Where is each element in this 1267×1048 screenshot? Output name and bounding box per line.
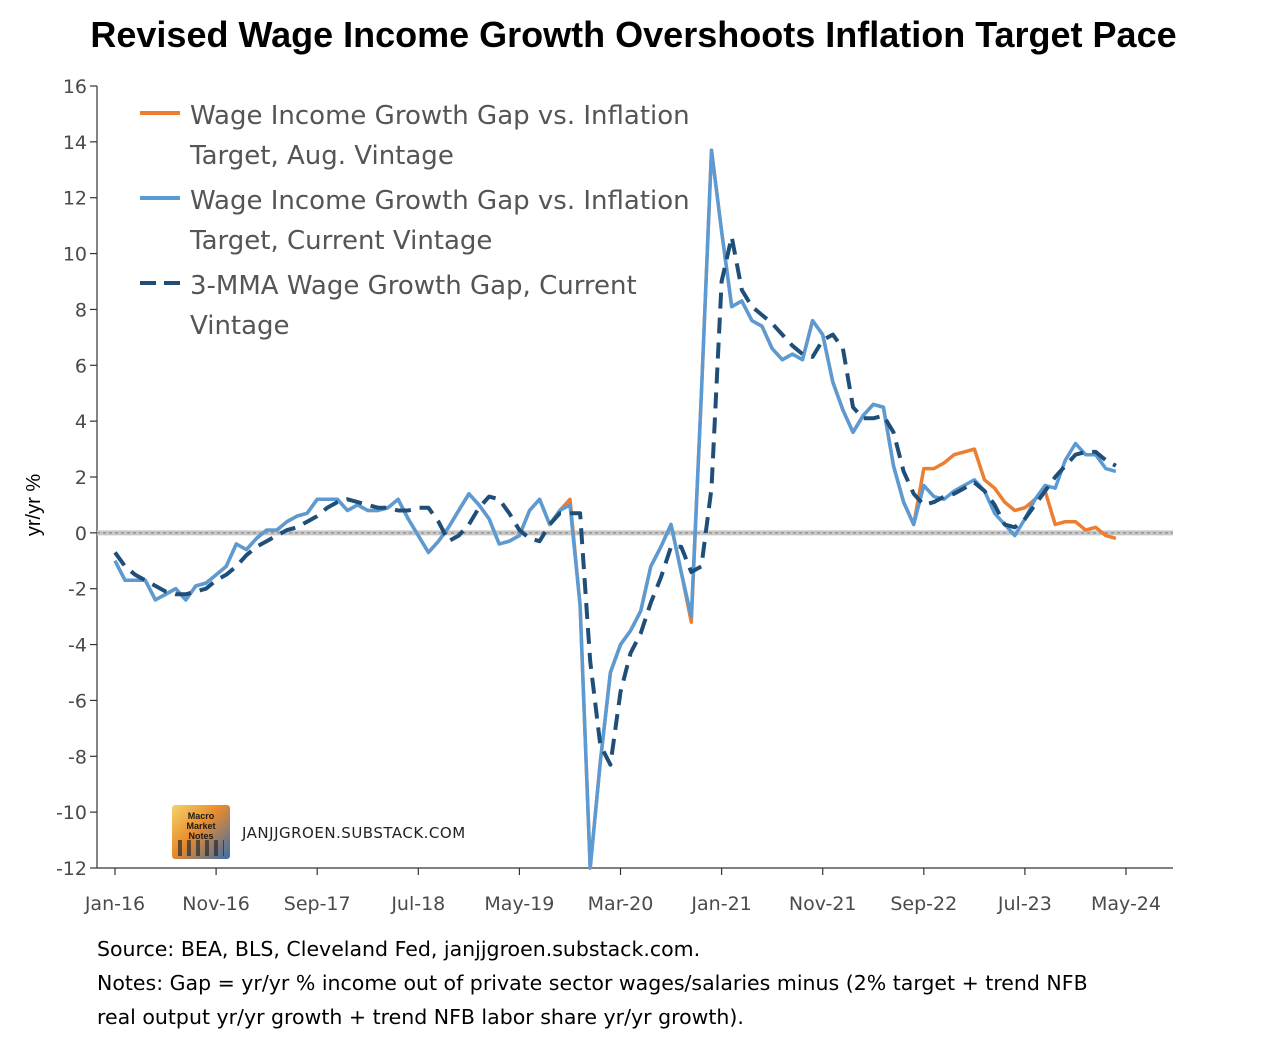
notes-line-1: Notes: Gap = yr/yr % income out of priva… [97,971,1088,995]
series-aug-vintage [113,148,1117,870]
notes-line-2: real output yr/yr growth + trend NFB lab… [97,1005,744,1029]
y-tick-label: 16 [63,76,87,98]
x-tick-label: Mar-20 [588,893,654,915]
y-tick-label: 6 [75,355,87,377]
x-tick-label: Jul-23 [997,893,1052,915]
y-tick-label: 8 [75,299,87,321]
x-axis: Jan-16 Nov-16 Sep-17 Jul-18 May-19 Mar-20 Jan-… [84,867,1173,915]
y-tick-label: 4 [75,411,87,433]
legend-label-3: 3-MMA Wage Growth Gap, Current [190,271,637,301]
y-axis-label: yr/yr % [23,474,45,536]
legend-label-2-cont: Target, Current Vintage [189,226,492,256]
macro-market-notes-logo: Macro Market Notes [172,805,230,859]
y-tick-label: 2 [75,467,87,489]
x-tick-label: Jan-16 [84,893,145,915]
x-tick-label: May-24 [1091,893,1161,915]
series-3mma [113,234,1117,767]
legend-label-2: Wage Income Growth Gap vs. Inflation [190,186,690,216]
y-tick-label: -12 [56,858,87,880]
x-tick-label: Nov-21 [789,893,857,915]
y-tick-label: -2 [68,579,87,601]
legend: Wage Income Growth Gap vs. Inflation Targ… [140,101,690,341]
y-tick-label: -8 [68,746,87,768]
y-tick-label: -4 [68,635,87,657]
y-tick-label: 10 [63,244,87,266]
chart-title: Revised Wage Income Growth Overshoots In… [90,14,1177,55]
legend-label-3-cont: Vintage [190,311,290,341]
x-tick-label: Jul-18 [390,893,445,915]
x-tick-label: May-19 [484,893,554,915]
legend-label-1: Wage Income Growth Gap vs. Inflation [190,101,690,131]
y-tick-label: -10 [56,802,87,824]
x-tick-label: Jan-21 [690,893,751,915]
substack-watermark: JANJJGROEN.SUBSTACK.COM [242,824,466,842]
series-group [113,148,1117,870]
y-axis: 16 14 12 10 8 6 4 2 0 -2 -4 -6 -8 -10 -12 [56,76,98,880]
y-tick-label: 12 [63,188,87,210]
x-tick-label: Sep-22 [890,893,957,915]
series-current-vintage [113,148,1117,870]
notes-block: Source: BEA, BLS, Cleveland Fed, janjjgr… [97,932,1197,1034]
y-tick-label: 0 [75,523,87,545]
y-tick-label: 14 [63,132,87,154]
legend-label-1-cont: Target, Aug. Vintage [189,141,454,171]
x-tick-label: Sep-17 [284,893,351,915]
y-tick-label: -6 [68,690,87,712]
source-note: Source: BEA, BLS, Cleveland Fed, janjjgr… [97,937,701,961]
x-tick-label: Nov-16 [182,893,250,915]
